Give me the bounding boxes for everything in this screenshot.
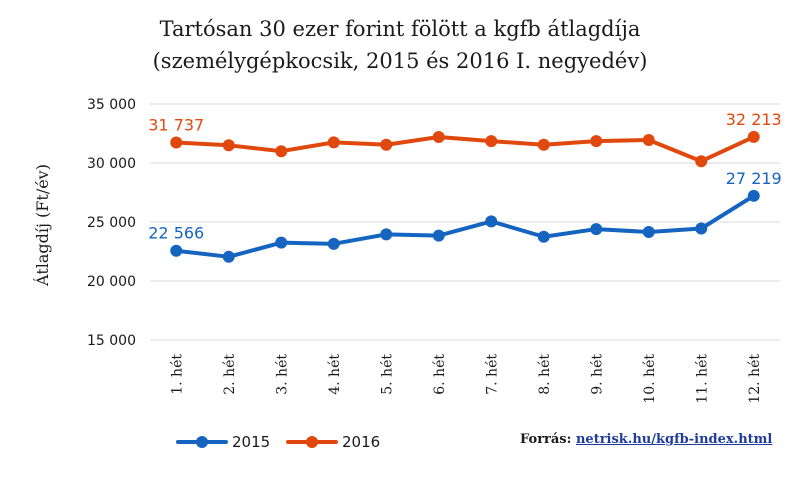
data-point-2016 <box>747 130 760 143</box>
data-point-2016 <box>170 136 183 149</box>
data-point-2015 <box>380 228 393 241</box>
series-group <box>170 130 760 263</box>
source-link[interactable]: netrisk.hu/kgfb-index.html <box>575 432 773 447</box>
y-axis-label: Átlagdíj (Ft/év) <box>32 164 52 287</box>
data-labels: 22 566 27 219 31 737 32 213 <box>148 110 781 243</box>
data-point-2016 <box>275 145 288 158</box>
x-tick-label: 8. hét <box>537 354 553 395</box>
x-tick-label: 6. hét <box>432 354 448 395</box>
source-note: Forrás: netrisk.hu/kgfb-index.html <box>520 432 772 447</box>
data-label-2015: 27 219 <box>726 169 782 188</box>
x-tick-label: 7. hét <box>484 354 500 395</box>
x-tick-label: 2. hét <box>222 354 238 395</box>
data-point-2015 <box>275 236 288 249</box>
source-label: Forrás: <box>520 432 572 447</box>
data-point-2015 <box>695 222 708 235</box>
legend-label-2016: 2016 <box>342 433 380 451</box>
data-point-2016 <box>327 136 340 149</box>
data-point-2016 <box>537 138 550 151</box>
x-tick-label: 3. hét <box>274 354 290 395</box>
chart-title-line2: (személygépkocsik, 2015 és 2016 I. negye… <box>153 49 648 73</box>
x-tick-label: 9. hét <box>589 354 605 395</box>
data-point-2016 <box>485 135 498 148</box>
data-point-2015 <box>327 237 340 250</box>
data-point-2015 <box>642 226 655 239</box>
y-tick-label: 20 000 <box>87 274 136 290</box>
legend-marker-2016 <box>306 436 318 448</box>
legend-marker-2015 <box>196 436 208 448</box>
data-point-2016 <box>222 139 235 152</box>
data-point-2016 <box>695 155 708 168</box>
data-label-2015: 22 566 <box>148 224 204 243</box>
y-tick-label: 35 000 <box>87 97 136 113</box>
x-tick-label: 5. hét <box>379 354 395 395</box>
legend: 2015 2016 <box>176 433 380 451</box>
data-point-2016 <box>590 135 603 148</box>
y-tick-label: 15 000 <box>87 333 136 349</box>
data-label-2016: 32 213 <box>726 110 782 129</box>
data-point-2015 <box>222 250 235 263</box>
gridlines <box>150 103 780 341</box>
x-tick-label: 4. hét <box>327 354 343 395</box>
x-tick-label: 10. hét <box>642 354 658 404</box>
x-tick-label: 1. hét <box>169 354 185 395</box>
data-point-2015 <box>590 223 603 236</box>
data-label-2016: 31 737 <box>148 116 204 135</box>
data-point-2016 <box>642 133 655 146</box>
series-line-2015 <box>174 193 756 259</box>
y-tick-label: 25 000 <box>87 215 136 231</box>
y-tick-label: 30 000 <box>87 156 136 172</box>
data-point-2016 <box>432 131 445 144</box>
data-point-2015 <box>747 189 760 202</box>
x-tick-label: 11. hét <box>694 354 710 404</box>
legend-label-2015: 2015 <box>232 433 270 451</box>
x-axis-ticks: 1. hét 2. hét 3. hét 4. hét 5. hét 6. hét 7. h… <box>169 354 763 404</box>
series-line-2016 <box>174 134 756 164</box>
data-point-2015 <box>432 229 445 242</box>
y-axis-ticks: 15 000 20 000 25 000 30 000 35 000 <box>87 97 136 349</box>
data-point-2015 <box>485 215 498 228</box>
x-tick-label: 12. hét <box>747 354 763 404</box>
chart-title-line1: Tartósan 30 ezer forint fölött a kgfb át… <box>160 17 641 41</box>
data-point-2016 <box>380 138 393 151</box>
data-point-2015 <box>170 244 183 257</box>
data-point-2015 <box>537 230 550 243</box>
